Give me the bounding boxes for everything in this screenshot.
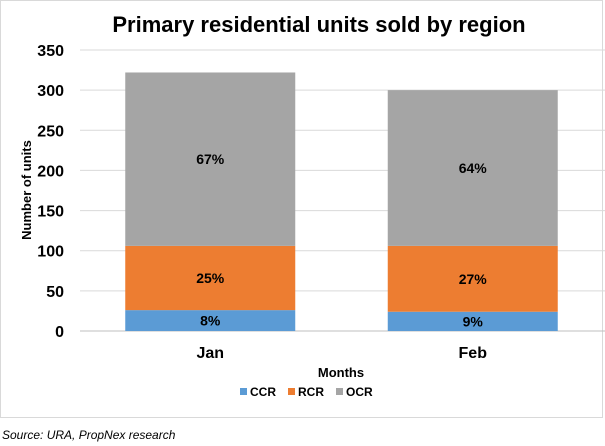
bar-rcr-jan xyxy=(125,245,296,311)
y-tick-label: 250 xyxy=(37,123,64,140)
bar-ocr-feb xyxy=(387,90,558,246)
y-tick-label: 0 xyxy=(55,324,64,341)
data-label: 25% xyxy=(196,270,225,286)
data-label: 8% xyxy=(200,313,221,329)
x-axis-label: Months xyxy=(318,365,364,380)
x-tick-label: Jan xyxy=(196,345,224,362)
y-tick-label: 200 xyxy=(37,163,64,180)
y-tick-label: 350 xyxy=(37,43,64,60)
bar-ccr-feb xyxy=(387,311,558,331)
y-axis-label: Number of units xyxy=(19,140,34,240)
legend-label-ccr: CCR xyxy=(250,385,276,399)
x-tick-labels: Jan Feb xyxy=(196,345,487,362)
stacked-bar-chart: Primary residential units sold by region… xyxy=(19,12,605,399)
x-tick-label: Feb xyxy=(459,345,488,362)
data-label: 27% xyxy=(459,271,488,287)
legend: CCR RCR OCR xyxy=(240,385,373,399)
bar-ocr-jan xyxy=(125,72,296,246)
legend-swatch-rcr xyxy=(288,388,295,395)
y-tick-labels: 0 50 100 150 200 250 300 350 xyxy=(37,43,64,341)
y-tick-label: 150 xyxy=(37,204,64,221)
legend-swatch-ocr xyxy=(336,388,343,395)
y-tick-label: 50 xyxy=(46,284,64,301)
bar-ccr-jan xyxy=(125,310,296,331)
bars xyxy=(125,72,558,331)
source-note: Source: URA, PropNex research xyxy=(2,428,176,442)
bar-rcr-feb xyxy=(387,245,558,312)
y-tick-label: 300 xyxy=(37,83,64,100)
legend-label-rcr: RCR xyxy=(298,385,324,399)
data-label: 9% xyxy=(463,313,484,329)
data-label: 64% xyxy=(459,160,488,176)
legend-label-ocr: OCR xyxy=(346,385,373,399)
legend-swatch-ccr xyxy=(240,388,247,395)
data-label: 67% xyxy=(196,151,225,167)
chart-title: Primary residential units sold by region xyxy=(112,12,525,37)
y-tick-label: 100 xyxy=(37,244,64,261)
data-labels: 8% 25% 67% 9% 27% 64% xyxy=(196,151,487,329)
